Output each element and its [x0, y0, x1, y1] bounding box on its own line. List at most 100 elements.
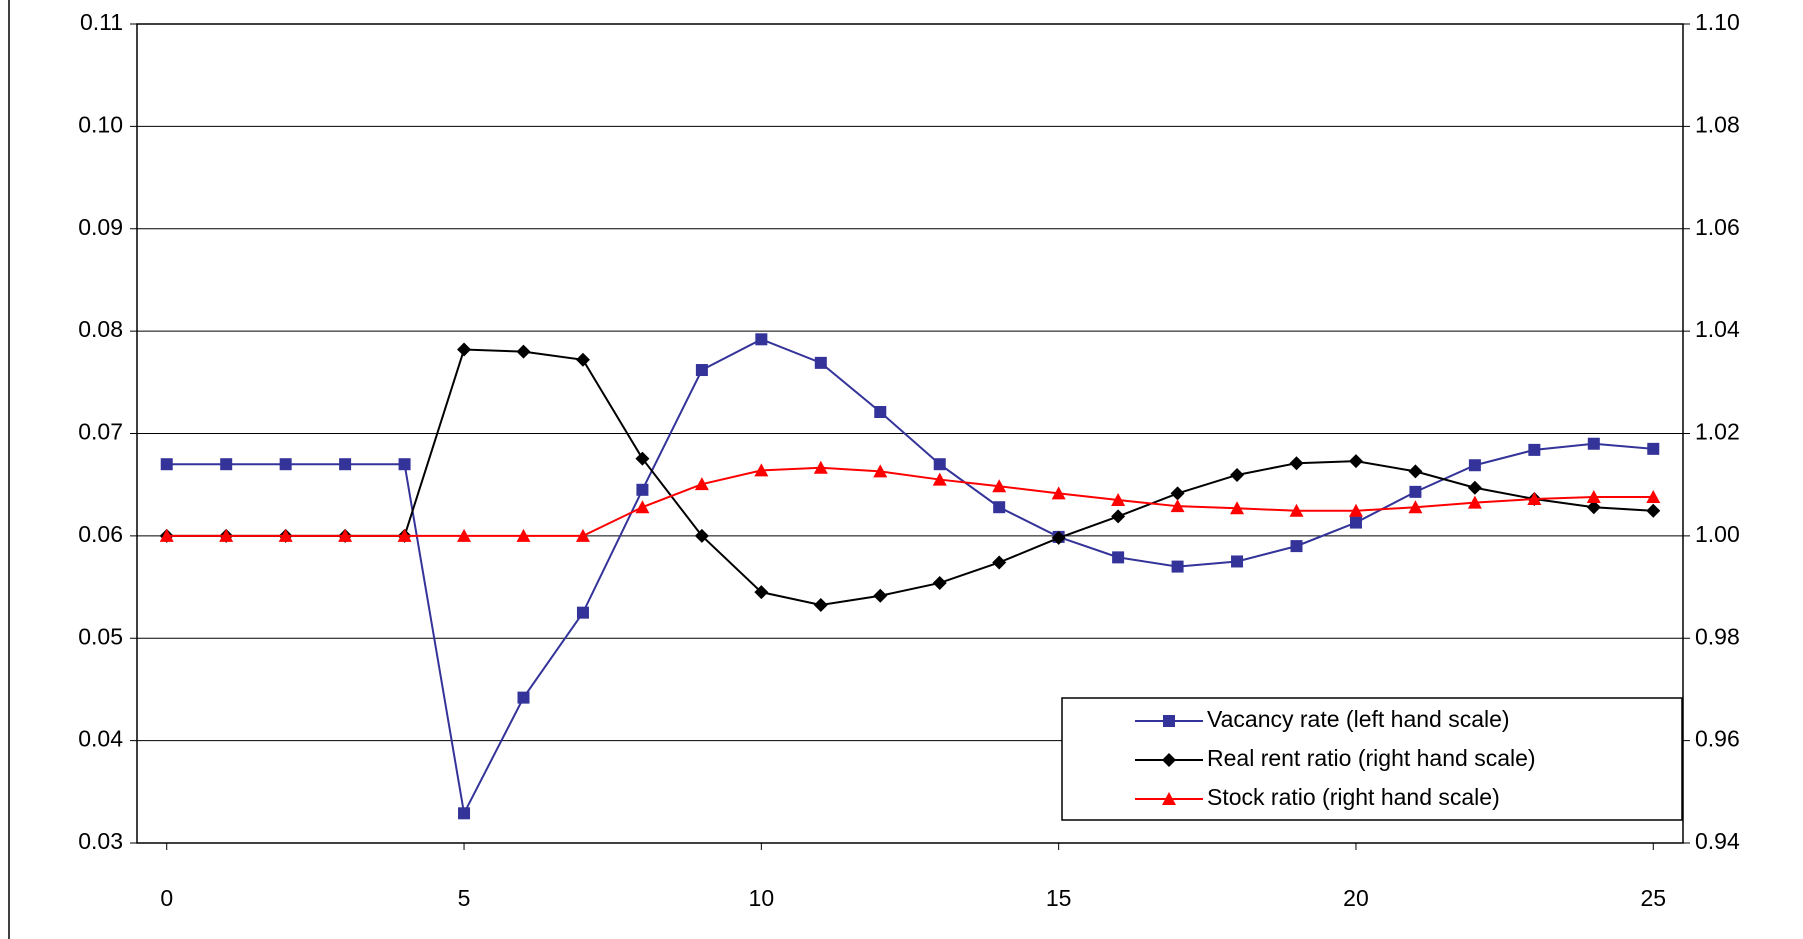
marker: [635, 451, 650, 466]
marker: [1528, 443, 1541, 456]
y2-tick-label: 1.02: [1695, 419, 1740, 445]
marker: [398, 458, 411, 471]
marker: [1170, 499, 1185, 513]
marker: [219, 528, 234, 542]
marker: [159, 528, 174, 542]
marker: [694, 477, 709, 491]
marker: [1348, 454, 1363, 469]
marker: [1468, 459, 1481, 472]
marker: [1171, 560, 1184, 573]
marker: [517, 691, 530, 704]
marker: [1467, 480, 1482, 495]
marker: [457, 342, 472, 357]
series-line: [166, 338, 1654, 817]
series-line: [166, 466, 1654, 537]
marker: [338, 528, 353, 542]
marker: [575, 352, 590, 367]
marker: [1586, 500, 1601, 515]
marker: [1289, 456, 1304, 471]
marker: [516, 344, 531, 359]
marker: [635, 500, 650, 514]
x-tick-label: 5: [458, 885, 471, 911]
marker: [813, 460, 828, 474]
y2-tick-label: 1.08: [1695, 111, 1740, 137]
marker: [1170, 486, 1185, 501]
marker: [1289, 503, 1304, 517]
marker: [874, 406, 887, 419]
x-tick-label: 20: [1343, 885, 1369, 911]
marker: [1162, 792, 1176, 805]
marker: [873, 588, 888, 603]
marker: [814, 356, 827, 369]
marker: [576, 606, 589, 619]
marker: [278, 528, 293, 542]
marker: [694, 528, 709, 543]
y2-tick-label: 1.10: [1695, 9, 1740, 35]
marker: [1230, 501, 1245, 515]
marker: [1647, 442, 1660, 455]
y-tick-label: 0.07: [78, 419, 123, 445]
marker: [1111, 509, 1126, 524]
y-tick-label: 0.06: [78, 521, 123, 547]
y2-tick-label: 0.98: [1695, 623, 1740, 649]
marker: [1527, 492, 1542, 506]
x-tick-label: 10: [749, 885, 775, 911]
marker: [754, 585, 769, 600]
marker: [813, 597, 828, 612]
y2-tick-label: 1.00: [1695, 521, 1740, 547]
marker: [1231, 555, 1244, 568]
marker: [992, 479, 1007, 493]
y2-tick-label: 1.04: [1695, 316, 1740, 342]
y-tick-label: 0.05: [78, 623, 123, 649]
marker: [220, 458, 233, 471]
marker: [516, 528, 531, 542]
marker: [992, 555, 1007, 570]
marker: [932, 575, 947, 590]
marker: [1467, 495, 1482, 509]
marker: [1408, 500, 1423, 514]
legend-label: Real rent ratio (right hand scale): [1207, 745, 1536, 771]
marker: [1163, 715, 1175, 727]
marker: [873, 464, 888, 478]
y-tick-label: 0.04: [78, 726, 123, 752]
marker: [1586, 489, 1601, 503]
marker: [1290, 540, 1303, 553]
legend-label: Stock ratio (right hand scale): [1207, 784, 1500, 810]
marker: [575, 528, 590, 542]
marker: [458, 807, 471, 820]
marker: [993, 501, 1006, 514]
marker: [755, 333, 768, 346]
marker: [1646, 489, 1661, 503]
x-tick-label: 25: [1640, 885, 1666, 911]
series-line: [166, 348, 1654, 606]
y-tick-label: 0.03: [78, 828, 123, 854]
marker: [933, 458, 946, 471]
marker: [1348, 503, 1363, 517]
y-tick-label: 0.11: [80, 9, 123, 35]
y-tick-label: 0.10: [78, 111, 123, 137]
marker: [1162, 753, 1176, 767]
marker: [1349, 516, 1362, 529]
marker: [1230, 467, 1245, 482]
marker: [1646, 503, 1661, 518]
marker: [1051, 530, 1066, 545]
marker: [1587, 437, 1600, 450]
marker: [1408, 464, 1423, 479]
y2-tick-label: 1.06: [1695, 214, 1740, 240]
legend-label: Vacancy rate (left hand scale): [1207, 706, 1510, 732]
marker: [695, 364, 708, 377]
marker: [457, 528, 472, 542]
x-tick-label: 0: [160, 885, 173, 911]
marker: [1409, 485, 1422, 498]
marker: [1051, 486, 1066, 500]
marker: [754, 463, 769, 477]
plot-area: [136, 23, 1684, 844]
x-tick-label: 15: [1046, 885, 1072, 911]
marker: [339, 458, 352, 471]
marker: [932, 472, 947, 486]
marker: [636, 483, 649, 496]
marker: [1111, 493, 1126, 507]
y-tick-label: 0.08: [78, 316, 123, 342]
marker: [397, 528, 412, 542]
